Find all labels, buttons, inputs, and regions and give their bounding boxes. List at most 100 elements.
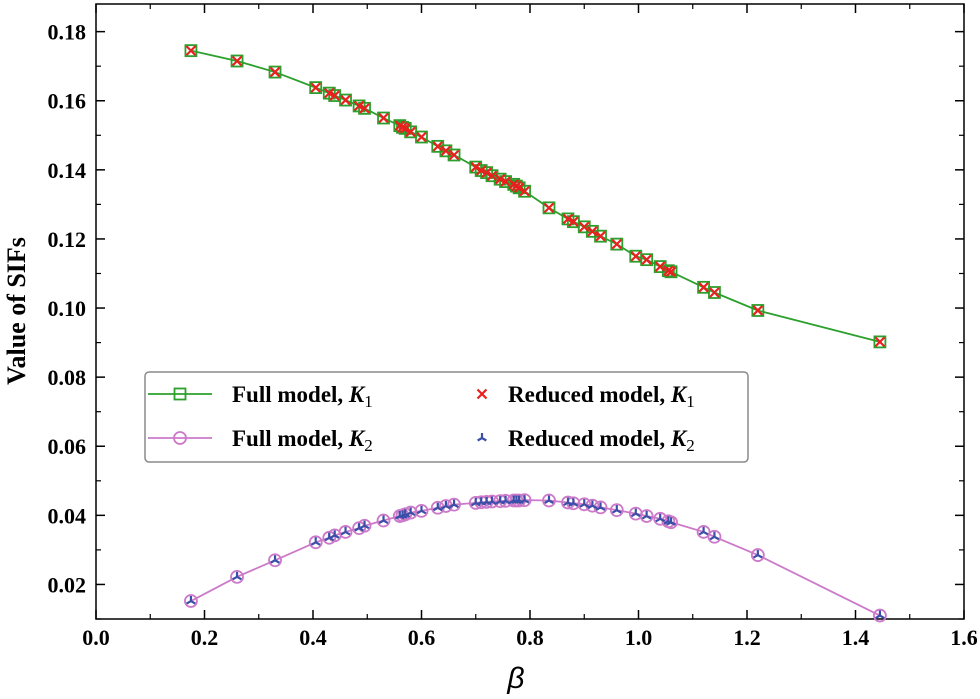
data-point-circle — [750, 548, 765, 562]
data-point-circle — [184, 594, 198, 608]
y-tick-label: 0.12 — [48, 227, 87, 252]
data-point-x — [494, 173, 506, 185]
data-point-circle — [577, 497, 592, 512]
data-point-tri — [270, 555, 280, 564]
data-point-tri — [378, 515, 389, 524]
data-point-square — [640, 253, 654, 267]
data-point-square — [184, 44, 198, 58]
data-point-square — [230, 54, 244, 68]
x-tick-label: 0.8 — [516, 625, 544, 650]
data-point-x — [500, 176, 511, 187]
data-point-tri — [587, 500, 598, 510]
data-point-tri — [359, 520, 370, 530]
legend-label: Reduced model, K2 — [508, 426, 695, 455]
data-point-x — [323, 87, 335, 99]
data-point-x — [440, 145, 452, 157]
data-point-tri — [579, 499, 590, 508]
data-point-x — [416, 131, 427, 143]
data-point-circle — [173, 431, 187, 445]
data-point-tri — [354, 523, 365, 532]
data-point-tri — [477, 433, 487, 442]
data-point-square — [610, 237, 624, 251]
data-point-circle — [609, 503, 624, 518]
data-point-x — [587, 226, 598, 237]
data-point-x — [185, 45, 197, 56]
data-point-square — [309, 81, 323, 95]
data-point-tri — [655, 513, 666, 523]
data-point-tri — [544, 495, 554, 504]
data-point-tri — [416, 505, 427, 515]
data-point-x — [709, 287, 720, 298]
legend-entry: Reduced model, K1 — [476, 382, 695, 411]
data-point-x — [432, 141, 444, 152]
data-point-x — [752, 305, 764, 316]
data-point-x — [340, 94, 351, 106]
data-point-x — [562, 213, 574, 225]
data-point-x — [481, 167, 492, 178]
data-point-tri — [310, 537, 321, 546]
data-point-tri — [329, 530, 340, 539]
y-tick-label: 0.14 — [48, 158, 87, 183]
x-tick-label: 0.2 — [191, 625, 219, 650]
data-point-square — [664, 265, 678, 279]
data-point-x — [654, 261, 666, 272]
data-point-tri — [752, 550, 763, 559]
data-point-circle — [268, 553, 282, 568]
data-point-circle — [338, 525, 353, 539]
y-tick-label: 0.04 — [48, 503, 87, 528]
data-point-tri — [875, 610, 885, 619]
series-layer — [184, 44, 887, 623]
data-point-tri — [519, 495, 530, 504]
data-point-square — [708, 286, 721, 299]
data-point-square — [751, 304, 765, 317]
data-point-tri — [324, 532, 335, 542]
x-tick-label: 1.6 — [950, 625, 978, 650]
data-point-square — [173, 387, 187, 401]
y-tick-label: 0.10 — [48, 296, 87, 321]
y-tick-label: 0.16 — [48, 89, 87, 114]
data-point-square — [358, 101, 371, 115]
data-point-square — [873, 335, 887, 349]
data-point-square — [377, 111, 390, 125]
legend-box — [144, 371, 749, 463]
data-point-circle — [414, 503, 429, 518]
data-point-tri — [568, 498, 579, 507]
data-point-circle — [308, 535, 323, 550]
data-point-tri — [186, 596, 196, 605]
legend-label: Reduced model, K1 — [508, 382, 695, 411]
data-point-tri — [487, 496, 497, 505]
series-3 — [185, 45, 886, 348]
data-point-x — [359, 103, 370, 114]
x-tick-label: 0.4 — [299, 625, 327, 650]
data-point-square — [339, 93, 352, 107]
data-point-x — [611, 238, 623, 250]
data-point-x — [399, 123, 411, 134]
data-point-x — [641, 254, 652, 265]
x-tick-label: 0.0 — [82, 625, 110, 650]
x-axis-title: β — [506, 662, 524, 695]
data-point-tri — [709, 531, 720, 541]
data-point-tri — [449, 499, 459, 509]
data-point-tri — [405, 507, 416, 517]
data-point-circle — [707, 529, 722, 544]
data-point-circle — [230, 569, 244, 584]
data-point-x — [578, 221, 590, 233]
data-point-tri — [641, 511, 652, 520]
data-point-circle — [639, 509, 654, 523]
data-point-x — [476, 388, 488, 400]
legend: Full model, K1 Full model, K2 Reduced mode… — [144, 371, 749, 463]
legend-label: Full model, K2 — [232, 426, 373, 455]
x-tick-label: 1.4 — [842, 625, 870, 650]
data-point-x — [874, 336, 886, 348]
legend-entry: Full model, K1 — [148, 382, 373, 411]
data-point-square — [542, 201, 556, 215]
data-point-square — [518, 184, 531, 198]
data-point-x — [470, 161, 482, 173]
data-point-x — [663, 265, 674, 277]
data-point-circle — [542, 493, 556, 508]
data-point-square — [594, 229, 607, 243]
data-point-tri — [432, 502, 443, 512]
data-point-tri — [611, 505, 622, 514]
data-point-x — [405, 126, 416, 138]
data-point-tri — [441, 501, 451, 510]
